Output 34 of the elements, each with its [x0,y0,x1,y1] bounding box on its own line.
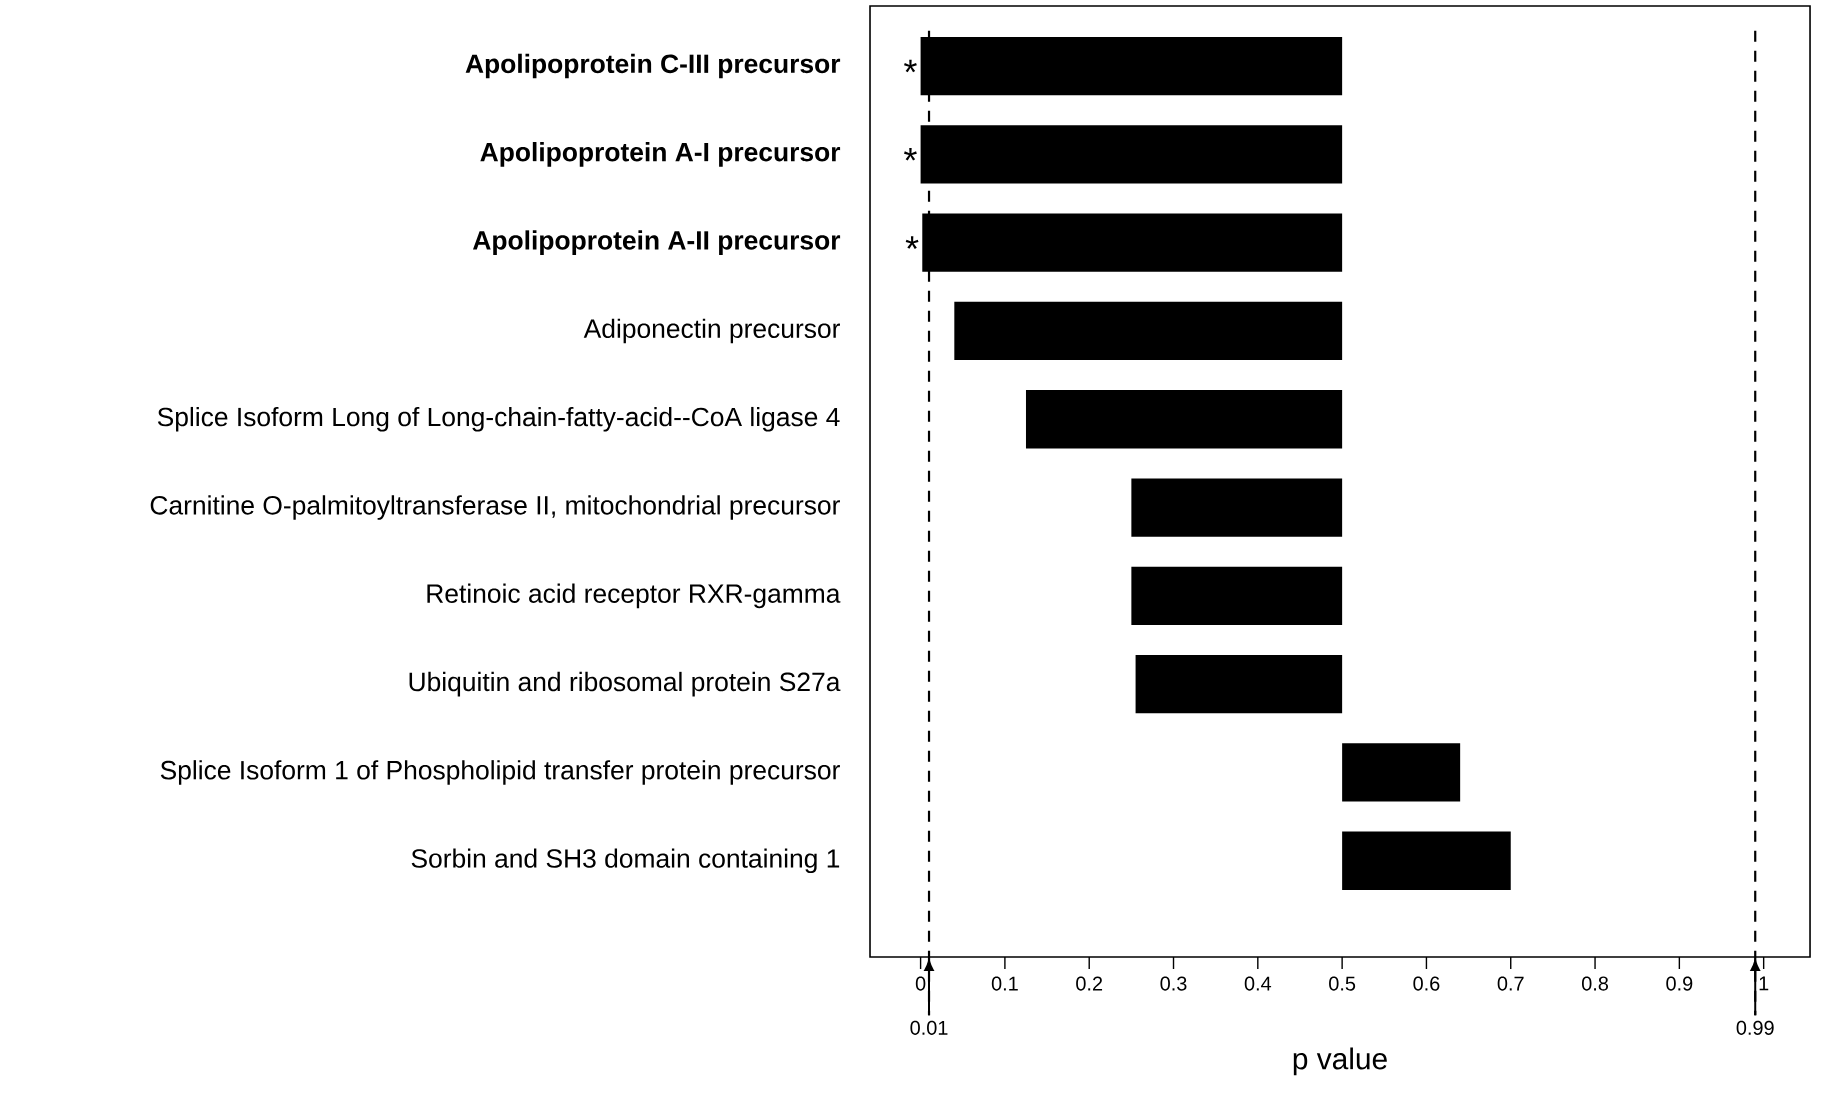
y-tick-label: Apolipoprotein A-I precursor [480,142,841,167]
x-tick-label: 0.3 [1160,976,1187,991]
annotation: * [904,148,917,161]
annotation: * [905,236,919,249]
x-tick-label: 0 [915,976,926,991]
x-tick-label: 0.5 [1329,976,1356,991]
x-tick-label: 0.7 [1497,976,1524,991]
x-axis-title: p value [1293,1047,1387,1076]
bar [1135,655,1343,714]
x-tick-label: 1 [1759,976,1769,991]
y-tick-label: Apolipoprotein C-III precursor [465,53,841,79]
bar [1342,743,1461,802]
bar [1131,478,1343,537]
x-tick-label: 0.4 [1244,976,1272,991]
y-tick-label: Retinoic acid receptor RXR-gamma [427,583,841,609]
x-tick-label: 0.6 [1413,976,1440,991]
x-tick-label: 0.8 [1581,976,1609,991]
annotation: * [904,59,917,73]
y-tick-label: Adiponectin precursor [583,318,840,344]
x-tick-label: 0.1 [991,976,1018,991]
y-tick-label: Splice Isoform Long of Long-chain-fatty-acid--CoA ligase 4 [157,406,840,432]
y-tick-label: Ubiquitin and ribosomal protein S27a [409,671,841,697]
y-tick-label: Carnitine O-palmitoyltransferase II, mitochondrial precursor [150,495,840,520]
bar [1342,831,1511,890]
bar [1025,390,1343,449]
ref-line-label: 0.99 [1736,1020,1774,1035]
x-tick-label: 0.2 [1076,976,1103,991]
bar [954,301,1343,361]
x-tick-label: 0.9 [1666,976,1693,991]
bar [1131,566,1343,625]
y-tick-label: Apolipoprotein A-II precursor [472,230,841,255]
y-tick-label: Sorbin and SH3 domain containing 1 [411,848,840,874]
y-tick-label: Splice Isoform 1 of Phospholipid transfer protein precursor [160,760,840,785]
ref-line-label: 0.01 [910,1020,948,1035]
